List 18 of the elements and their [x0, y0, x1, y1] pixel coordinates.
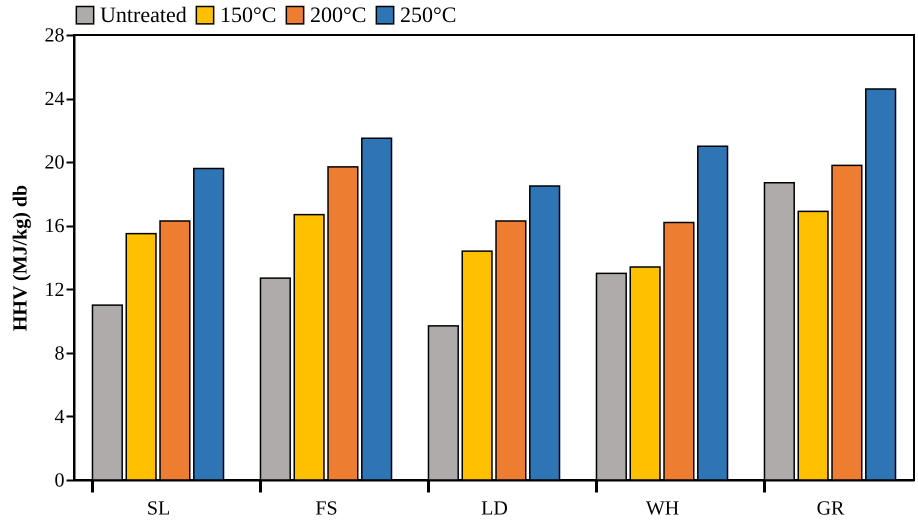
- y-tick-label: 20: [44, 152, 64, 174]
- x-tick-label: FS: [315, 498, 338, 520]
- legend-label: 150°C: [220, 2, 276, 28]
- y-tick-label: 4: [54, 406, 64, 428]
- y-axis-title: HHV (MJ/kg) db: [10, 184, 32, 332]
- y-tick-label: 0: [54, 470, 64, 492]
- x-tick-label: GR: [816, 498, 846, 520]
- x-tick-label: SL: [146, 498, 170, 520]
- y-tick-label: 16: [44, 215, 64, 238]
- y-tick-label: 8: [54, 342, 64, 364]
- x-tick-label: WH: [646, 498, 680, 520]
- y-tick-label: 28: [44, 24, 64, 46]
- y-tick-label: 12: [44, 278, 64, 301]
- legend-label: 200°C: [310, 2, 366, 28]
- x-tick-label: LD: [481, 498, 508, 520]
- legend-label: 250°C: [400, 2, 456, 28]
- legend-label: Untreated: [100, 2, 187, 28]
- y-tick-label: 24: [44, 88, 64, 110]
